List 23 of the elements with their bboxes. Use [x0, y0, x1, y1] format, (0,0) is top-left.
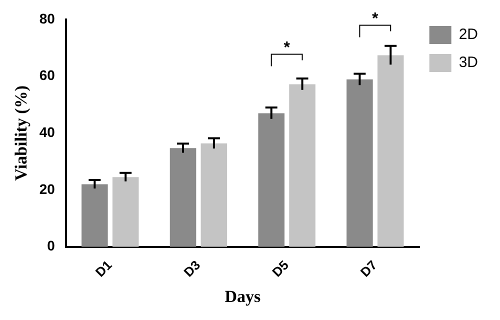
- y-tick-label: 80: [39, 10, 56, 26]
- y-axis-title: Viability (%): [12, 85, 31, 181]
- y-tick-label: 40: [39, 124, 56, 140]
- x-tick-label: D5: [269, 257, 292, 280]
- bar: [258, 113, 284, 247]
- annotation: *: [284, 40, 291, 57]
- annotation: *: [372, 10, 380, 28]
- legend-label: 3D: [458, 54, 478, 72]
- bar: [289, 84, 316, 247]
- bar: [170, 148, 196, 247]
- legend-label: 2D: [458, 26, 478, 44]
- x-tick-label: D7: [357, 257, 380, 280]
- x-axis-title: Days: [224, 287, 261, 306]
- bar: [112, 177, 139, 247]
- bar: [346, 79, 373, 247]
- bar: [200, 143, 228, 247]
- y-tick-label: 60: [39, 67, 56, 84]
- bar: [82, 184, 108, 247]
- y-tick-label: 0: [47, 238, 56, 254]
- x-tick-label: D3: [180, 257, 204, 280]
- bar: [377, 55, 404, 247]
- y-tick-label: 20: [39, 180, 56, 197]
- x-tick-label: D1: [92, 257, 115, 280]
